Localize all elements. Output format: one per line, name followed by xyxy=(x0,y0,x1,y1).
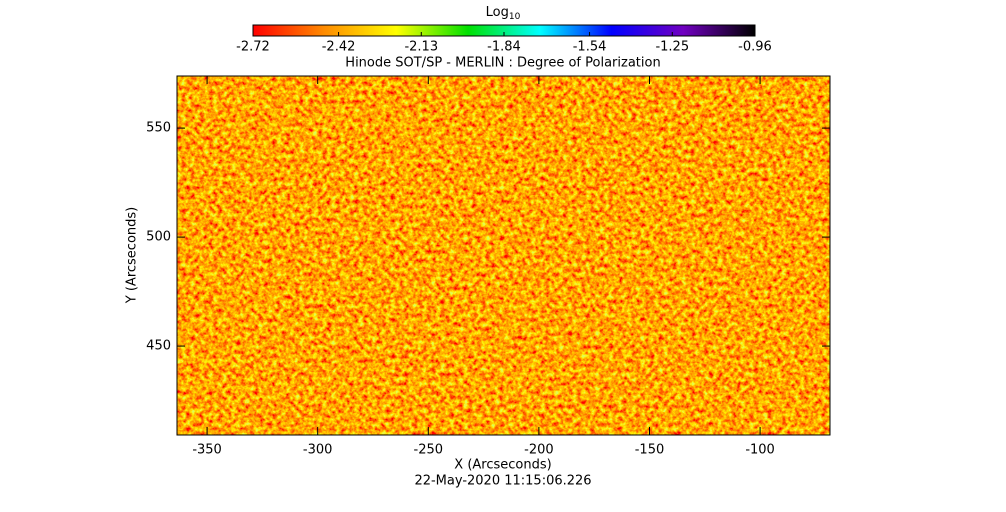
footer-date: 22-May-2020 11:15:06.226 xyxy=(414,474,591,489)
x-axis-label: X (Arcseconds) xyxy=(454,458,551,473)
y-tick-label: 450 xyxy=(146,339,171,354)
colorbar-label-base: Log xyxy=(486,5,509,20)
colorbar-tick-label: -1.54 xyxy=(573,40,607,55)
colorbar-label: Log10 xyxy=(486,5,521,22)
chart-title: Hinode SOT/SP - MERLIN : Degree of Polar… xyxy=(345,56,660,71)
colorbar-tick-label: -2.72 xyxy=(236,40,270,55)
y-tick-label: 550 xyxy=(146,121,171,136)
x-tick-label: -350 xyxy=(192,443,222,458)
colorbar-tick-label: -2.13 xyxy=(404,40,438,55)
x-tick-label: -200 xyxy=(524,443,554,458)
x-tick-label: -250 xyxy=(414,443,444,458)
colorbar-tick-label: -2.42 xyxy=(322,40,356,55)
x-tick-label: -300 xyxy=(303,443,333,458)
colorbar-tick-label: -1.25 xyxy=(655,40,689,55)
y-tick-label: 500 xyxy=(146,230,171,245)
y-axis-label: Y (Arcseconds) xyxy=(125,207,140,304)
x-tick-label: -150 xyxy=(635,443,665,458)
colorbar-tick-label: -1.84 xyxy=(487,40,521,55)
colorbar-label-subscript: 10 xyxy=(509,12,521,22)
colorbar-tick-label: -0.96 xyxy=(738,40,772,55)
plot-frame xyxy=(176,75,831,436)
x-tick-label: -100 xyxy=(745,443,775,458)
polarization-image xyxy=(177,76,830,435)
